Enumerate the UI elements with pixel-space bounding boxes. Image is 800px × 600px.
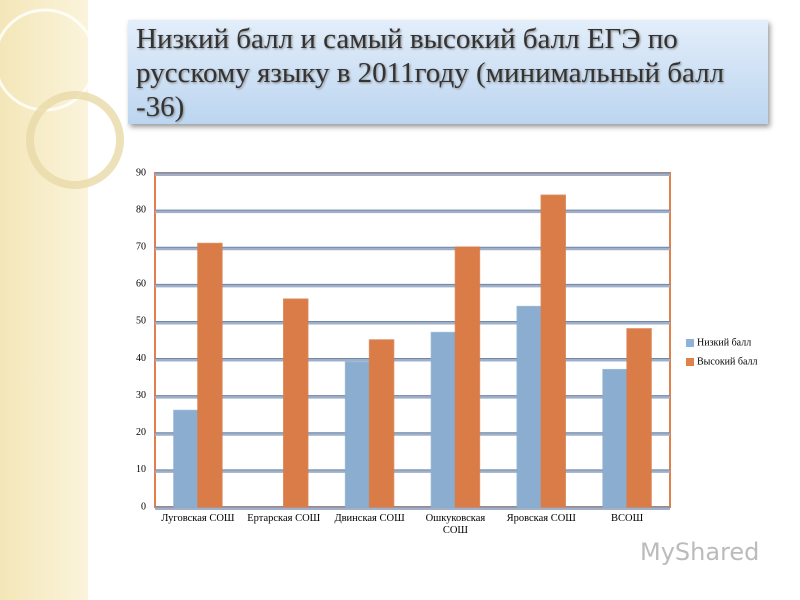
x-tick-label: Яровская СОШ — [506, 513, 576, 524]
legend-swatch — [686, 339, 694, 347]
y-tick-label: 60 — [136, 279, 146, 290]
bar — [368, 339, 395, 508]
plot-area — [154, 172, 671, 508]
slide-title: Низкий балл и самый высокий балл ЕГЭ по … — [128, 20, 768, 124]
y-tick-label: 80 — [136, 204, 146, 215]
y-tick-label: 40 — [136, 353, 146, 364]
legend-swatch — [686, 358, 694, 366]
bar — [430, 331, 457, 508]
bar — [602, 368, 628, 508]
y-tick-label: 0 — [141, 501, 146, 512]
bar — [454, 246, 481, 508]
y-tick-label: 50 — [136, 316, 146, 327]
bar — [626, 328, 652, 508]
y-tick-label: 70 — [136, 242, 146, 253]
x-tick-label: Ошкуковская СОШ — [425, 513, 486, 536]
y-tick-label: 10 — [136, 464, 146, 475]
bar — [540, 194, 566, 508]
x-tick-label: ВСОШ — [610, 513, 644, 524]
legend-label: Высокий балл — [697, 356, 757, 367]
legend-label: Низкий балл — [697, 337, 751, 348]
x-tick-label: Луговская СОШ — [161, 513, 235, 524]
bar — [283, 298, 309, 508]
y-tick-label: 90 — [136, 167, 146, 178]
bar — [173, 409, 199, 508]
x-tick-label: Двинская СОШ — [334, 513, 405, 524]
bar — [344, 361, 371, 508]
watermark: MyShared — [640, 538, 760, 566]
x-tick-label: Ертарская СОШ — [247, 513, 321, 524]
bar — [197, 242, 223, 508]
bar — [516, 305, 542, 508]
decor — [26, 91, 124, 189]
y-tick-label: 30 — [136, 390, 146, 401]
y-tick-label: 20 — [136, 427, 146, 438]
